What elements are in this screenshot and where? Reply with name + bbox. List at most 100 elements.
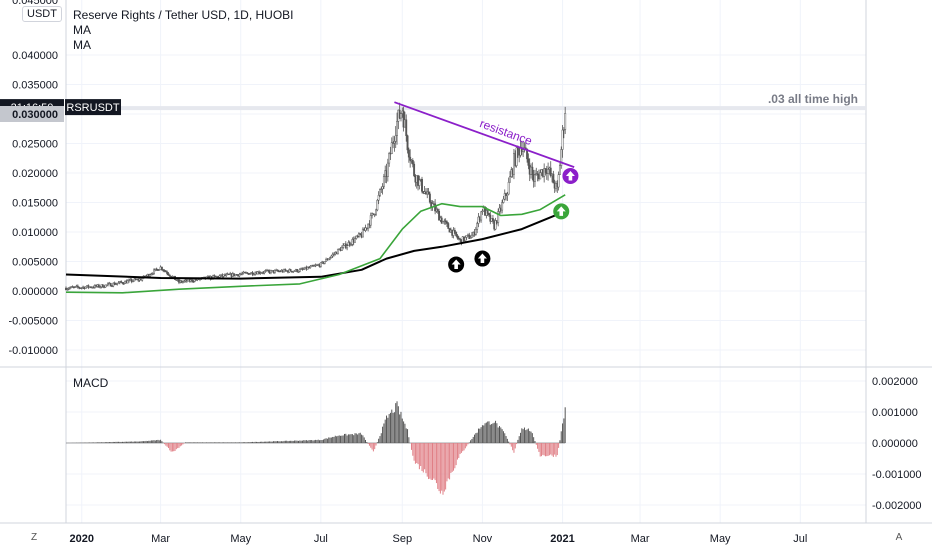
candle-body: [486, 210, 489, 214]
candle-body: [557, 174, 560, 188]
candle-body: [396, 121, 398, 136]
candle-body: [539, 172, 542, 180]
candle-body: [515, 147, 518, 166]
candle-body: [153, 269, 155, 274]
candle-body: [507, 181, 510, 195]
candle-body: [252, 274, 255, 276]
candle-body: [273, 270, 276, 273]
candle-body: [388, 153, 391, 164]
candle-body: [503, 193, 506, 200]
y-tick-label: -0.010000: [8, 345, 58, 357]
indicator-ma-1[interactable]: MA: [73, 23, 91, 37]
candle-body: [238, 274, 241, 277]
candle-body: [241, 273, 243, 275]
candle-body: [181, 281, 184, 283]
candle-body: [248, 273, 251, 275]
candle-body: [564, 113, 567, 130]
ma-fast-line: [65, 194, 566, 294]
macd-tick-label: -0.002000: [872, 500, 922, 512]
candle-body: [390, 142, 393, 154]
candle-body: [346, 245, 349, 249]
candle-body: [446, 221, 448, 224]
candle-body: [68, 287, 71, 289]
macd-histogram-layer: [66, 401, 566, 495]
candle-body: [151, 273, 154, 275]
candle-body: [552, 173, 555, 184]
candle-body: [76, 285, 79, 288]
macd-tick-label: 0.001000: [872, 407, 918, 419]
candle-body: [469, 237, 472, 239]
candle-body: [561, 129, 564, 150]
up-arrow-icon: [553, 203, 570, 220]
candle-body: [101, 284, 104, 288]
candle-body: [67, 288, 70, 290]
candle-body: [109, 282, 112, 287]
candle-body: [327, 258, 330, 261]
candle-body: [468, 234, 471, 239]
x-tick-label: 2020: [70, 533, 94, 545]
candle-body: [394, 135, 397, 142]
macd-title[interactable]: MACD: [73, 376, 109, 390]
ath-label: .03 all time high: [768, 92, 858, 106]
candle-body: [452, 229, 455, 236]
candle-body: [506, 193, 509, 196]
candle-body: [87, 285, 90, 288]
candle-body: [298, 269, 301, 272]
x-tick-label: Mar: [151, 533, 170, 545]
candle-body: [481, 210, 484, 213]
symbol-tag-bg: [65, 99, 121, 116]
panel-borders: [0, 0, 932, 524]
candle-body: [104, 284, 107, 288]
x-tick-label: Jul: [314, 533, 328, 545]
candle-body: [258, 271, 261, 274]
candle-body: [325, 258, 328, 262]
x-tick-label: May: [710, 533, 731, 545]
candle-body: [377, 195, 380, 201]
candle-body: [121, 282, 124, 284]
candle-body: [361, 228, 364, 238]
candle-body: [111, 285, 113, 288]
y-tick-label: 0.035000: [12, 80, 58, 92]
candle-body: [141, 278, 144, 281]
candle-body: [480, 211, 483, 221]
indicator-ma-2[interactable]: MA: [73, 38, 91, 52]
candle-body: [474, 228, 477, 235]
resistance-line: [394, 101, 575, 168]
ma-slow-line: [65, 210, 566, 280]
candle-body: [336, 248, 339, 255]
arrow-glyph: [477, 253, 487, 264]
candle-body: [276, 269, 279, 272]
candle-body: [459, 238, 462, 240]
candle-body: [440, 217, 443, 224]
candle-body: [251, 272, 254, 275]
candle-body: [531, 166, 534, 175]
currency-badge[interactable]: USDT: [22, 6, 62, 22]
auto-scale-button[interactable]: A: [895, 532, 903, 543]
macd-tick-label: 0.002000: [872, 376, 918, 388]
candle-body: [302, 268, 305, 271]
candle-body: [476, 223, 479, 230]
zoom-left-button[interactable]: Z: [30, 532, 38, 543]
candle-body: [501, 202, 504, 211]
candle-body: [427, 191, 430, 195]
candle-body: [323, 261, 326, 264]
candle-body: [330, 255, 333, 258]
up-arrow-icon: [562, 167, 579, 184]
candle-body: [369, 215, 372, 226]
candle-body: [329, 257, 331, 260]
candle-body: [536, 173, 539, 176]
candle-body: [549, 167, 552, 177]
candle-body: [160, 266, 163, 271]
candle-body: [436, 209, 439, 212]
candle-body: [289, 269, 292, 272]
candle-body: [354, 238, 356, 243]
candle-body: [218, 275, 221, 278]
candle-body: [78, 286, 81, 289]
candle-body: [350, 244, 353, 246]
x-tick-label: Mar: [631, 533, 650, 545]
candle-body: [489, 214, 492, 222]
candle-body: [293, 270, 296, 272]
y-tick-label: 0.015000: [12, 198, 58, 210]
